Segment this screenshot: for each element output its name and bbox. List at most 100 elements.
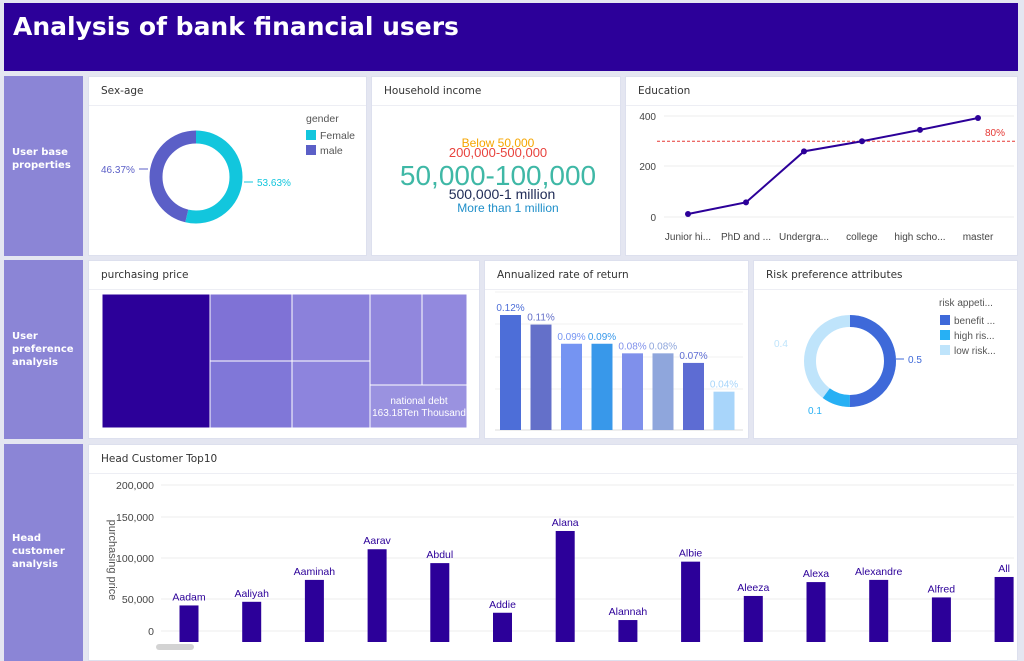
customer-bar[interactable] bbox=[618, 620, 638, 642]
y-tick: 150,000 bbox=[116, 512, 154, 524]
legend-swatch-high-risk[interactable] bbox=[940, 330, 950, 340]
legend-title: risk appeti... bbox=[939, 298, 993, 309]
education-point[interactable] bbox=[917, 126, 923, 133]
legend-low-risk[interactable]: low risk... bbox=[954, 346, 996, 357]
female-percent-label: 53.63% bbox=[257, 178, 291, 189]
customer-name-label: Alfred bbox=[928, 583, 956, 595]
risk-preference-title: Risk preference attributes bbox=[766, 269, 903, 281]
customer-bar[interactable] bbox=[242, 601, 262, 642]
treemap: national debt 163.18Ten Thousand bbox=[101, 293, 468, 429]
treemap-cell-national-debt[interactable] bbox=[369, 384, 468, 429]
word-500000-1-million[interactable]: 500,000-1 million bbox=[449, 186, 556, 202]
legend-swatch-benefit[interactable] bbox=[940, 315, 950, 325]
legend-benefit[interactable]: benefit ... bbox=[954, 316, 995, 327]
high-risk-value-label: 0.1 bbox=[808, 406, 822, 417]
word-50000-100000[interactable]: 50,000-100,000 bbox=[400, 160, 596, 191]
sex-age-title: Sex-age bbox=[101, 85, 144, 97]
customer-bar[interactable] bbox=[367, 549, 387, 642]
treemap-cell[interactable] bbox=[209, 293, 293, 362]
legend-swatch-male[interactable] bbox=[306, 145, 316, 155]
legend-male[interactable]: male bbox=[320, 145, 343, 157]
customer-bar[interactable] bbox=[493, 612, 512, 642]
education-line bbox=[687, 117, 979, 215]
education-point[interactable] bbox=[859, 138, 865, 145]
customer-bar[interactable] bbox=[931, 597, 951, 642]
treemap-cell[interactable] bbox=[291, 360, 371, 429]
customer-bar[interactable] bbox=[743, 595, 763, 642]
education-point[interactable] bbox=[743, 199, 749, 206]
divider bbox=[89, 105, 366, 106]
customer-name-label: All bbox=[998, 563, 1010, 575]
legend-swatch-low-risk[interactable] bbox=[940, 345, 950, 355]
x-tick-label: PhD and ... bbox=[721, 232, 771, 243]
customer-bar[interactable] bbox=[430, 563, 450, 642]
treemap-label: national debt bbox=[390, 396, 447, 407]
treemap-cell[interactable] bbox=[369, 293, 423, 386]
donut-segment-benefit[interactable] bbox=[804, 315, 896, 407]
customer-name-label: Alana bbox=[552, 517, 579, 529]
low-risk-value-label: 0.4 bbox=[774, 339, 788, 350]
x-tick-label: high scho... bbox=[894, 232, 945, 243]
donut-segment-male[interactable] bbox=[149, 130, 243, 224]
word-below-50000[interactable]: Below 50,000 bbox=[462, 136, 535, 150]
male-percent-label: 46.37% bbox=[101, 165, 135, 176]
customer-bar[interactable] bbox=[555, 530, 575, 642]
household-income-title: Household income bbox=[384, 85, 482, 97]
page-header: Analysis of bank financial users bbox=[4, 3, 1018, 71]
return-bar[interactable] bbox=[500, 315, 521, 430]
annualized-return-chart: 0.12%0.11%0.09% 0.09%0.08% 0.08%0.07%0.04% bbox=[495, 291, 743, 431]
word-more-than-1-million[interactable]: More than 1 million bbox=[457, 201, 558, 215]
divider bbox=[372, 105, 620, 106]
sex-age-panel: Sex-age 53.63% 46.37% gender Female male bbox=[88, 76, 367, 256]
y-tick: 0 bbox=[148, 626, 154, 638]
return-bar[interactable] bbox=[561, 343, 582, 430]
horizontal-scrollbar[interactable] bbox=[156, 644, 194, 650]
education-chart: 400 200 0 80% Junior hi... PhD and ... Und… bbox=[639, 112, 1016, 243]
customer-bar[interactable] bbox=[806, 582, 826, 642]
customer-name-label: Alexa bbox=[803, 568, 829, 580]
education-point[interactable] bbox=[685, 210, 691, 217]
education-point[interactable] bbox=[801, 148, 807, 155]
y-tick-0: 0 bbox=[650, 213, 656, 224]
head-customer-panel: Head Customer Top10 200,000 150,000 100,… bbox=[88, 444, 1018, 661]
treemap-cell[interactable] bbox=[101, 293, 211, 429]
risk-chart: 0.5 0.1 0.4 risk appeti... benefit ... h… bbox=[774, 298, 996, 417]
section-base-text: User base properties bbox=[12, 147, 71, 171]
section-preference-text: User preference analysis bbox=[12, 331, 74, 368]
return-bar[interactable] bbox=[713, 391, 735, 430]
return-value-label: 0.11% bbox=[527, 313, 555, 324]
y-tick: 200,000 bbox=[116, 480, 154, 492]
y-tick: 50,000 bbox=[122, 594, 154, 606]
return-bar[interactable] bbox=[622, 353, 643, 430]
return-value-label: 0.04% bbox=[710, 380, 738, 391]
treemap-cell[interactable] bbox=[421, 293, 468, 386]
customer-bar[interactable] bbox=[179, 605, 199, 642]
household-income-panel: Household income Below 50,000 200,000-50… bbox=[371, 76, 621, 256]
return-value-label: 0.08% bbox=[618, 341, 646, 352]
legend-high-risk[interactable]: high ris... bbox=[954, 331, 995, 342]
customer-bar[interactable] bbox=[304, 579, 324, 642]
y-tick-200: 200 bbox=[639, 162, 656, 173]
head-customer-title: Head Customer Top10 bbox=[101, 453, 218, 465]
education-point[interactable] bbox=[975, 115, 981, 122]
return-bar[interactable] bbox=[683, 362, 704, 430]
customer-name-label: Abdul bbox=[426, 549, 453, 561]
treemap-cell[interactable] bbox=[209, 360, 293, 429]
legend-female[interactable]: Female bbox=[320, 130, 355, 142]
purchasing-price-panel: purchasing price national debt 163.18Ten… bbox=[88, 260, 480, 439]
customer-name-label: Albie bbox=[679, 548, 703, 560]
return-bar[interactable] bbox=[591, 343, 613, 430]
word-200000-500000[interactable]: 200,000-500,000 bbox=[449, 145, 547, 160]
treemap-cell[interactable] bbox=[291, 293, 371, 362]
section-head-text: Head customer analysis bbox=[12, 533, 65, 570]
x-tick-label: master bbox=[963, 232, 994, 243]
page-title: Analysis of bank financial users bbox=[13, 12, 459, 41]
divider bbox=[485, 289, 748, 290]
return-bar[interactable] bbox=[652, 353, 674, 430]
customer-bar[interactable] bbox=[994, 576, 1014, 642]
legend-swatch-female[interactable] bbox=[306, 130, 316, 140]
head-customer-chart: 200,000 150,000 100,000 50,000 0 purchas… bbox=[106, 480, 1014, 650]
customer-bar[interactable] bbox=[681, 561, 701, 642]
customer-bar[interactable] bbox=[869, 579, 889, 642]
return-bar[interactable] bbox=[530, 324, 552, 430]
